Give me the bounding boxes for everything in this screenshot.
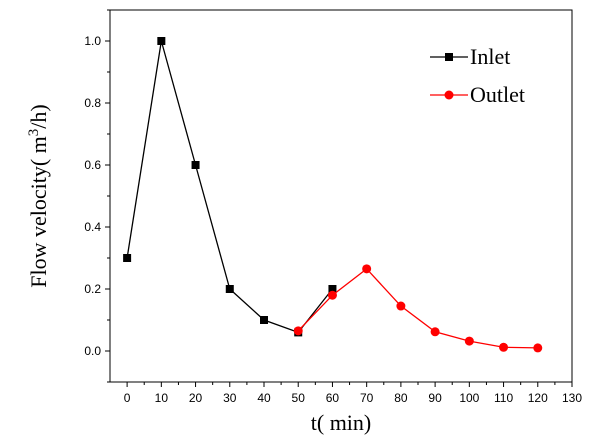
outlet-point xyxy=(362,264,372,274)
y-axis-title-main: Flow velocity( m xyxy=(26,136,51,288)
outlet-line xyxy=(297,267,538,349)
x-tick-label: 120 xyxy=(528,391,548,405)
inlet-point xyxy=(157,37,166,45)
y-axis-title-sup: 3 xyxy=(26,129,42,137)
x-tick-label: 40 xyxy=(257,391,271,405)
series-group xyxy=(123,37,543,353)
inlet-point xyxy=(191,161,200,169)
outlet-point xyxy=(293,326,303,336)
legend-outlet-label: Outlet xyxy=(470,82,525,107)
outlet-point xyxy=(430,327,440,337)
x-tick-label: 70 xyxy=(360,391,374,405)
x-tick-label: 130 xyxy=(562,391,582,405)
x-tick-label: 0 xyxy=(124,391,131,405)
legend-inlet-label: Inlet xyxy=(470,44,510,69)
legend-inlet-marker xyxy=(445,53,453,61)
legend-outlet-marker xyxy=(444,90,454,100)
x-tick-label: 30 xyxy=(223,391,237,405)
y-axis-title-tail: /h) xyxy=(26,104,51,128)
x-tick-label: 20 xyxy=(189,391,203,405)
outlet-point xyxy=(327,290,337,300)
inlet-point xyxy=(260,316,268,324)
y-tick-label: 0.4 xyxy=(84,220,101,234)
y-tick-label: 0.6 xyxy=(84,158,101,172)
axis-ticks: 0 10 20 30 40 50 60 70 80 90 100 110 120 130 0.0 0.2 0.4… xyxy=(84,9,582,405)
outlet-point xyxy=(499,342,509,352)
x-tick-label: 80 xyxy=(394,391,408,405)
x-tick-label: 90 xyxy=(428,391,442,405)
y-tick-label: 0.8 xyxy=(84,96,101,110)
legend: Inlet Outlet xyxy=(430,44,525,107)
y-tick-label: 1.0 xyxy=(84,34,101,48)
inlet-point xyxy=(123,254,132,262)
outlet-point xyxy=(464,336,474,346)
x-tick-label: 10 xyxy=(155,391,169,405)
outlet-point xyxy=(533,343,543,353)
x-tick-label: 110 xyxy=(494,391,513,405)
y-axis-title: Flow velocity( m3/h) xyxy=(26,104,51,288)
y-tick-label: 0.0 xyxy=(84,344,101,358)
outlet-point xyxy=(396,301,406,311)
x-tick-label: 100 xyxy=(459,391,479,405)
inlet-point xyxy=(225,285,234,293)
y-tick-label: 0.2 xyxy=(84,282,101,296)
x-axis-title: t( min) xyxy=(311,410,372,435)
x-tick-label: 60 xyxy=(326,391,340,405)
x-tick-label: 50 xyxy=(292,391,306,405)
inlet-point xyxy=(328,285,337,293)
